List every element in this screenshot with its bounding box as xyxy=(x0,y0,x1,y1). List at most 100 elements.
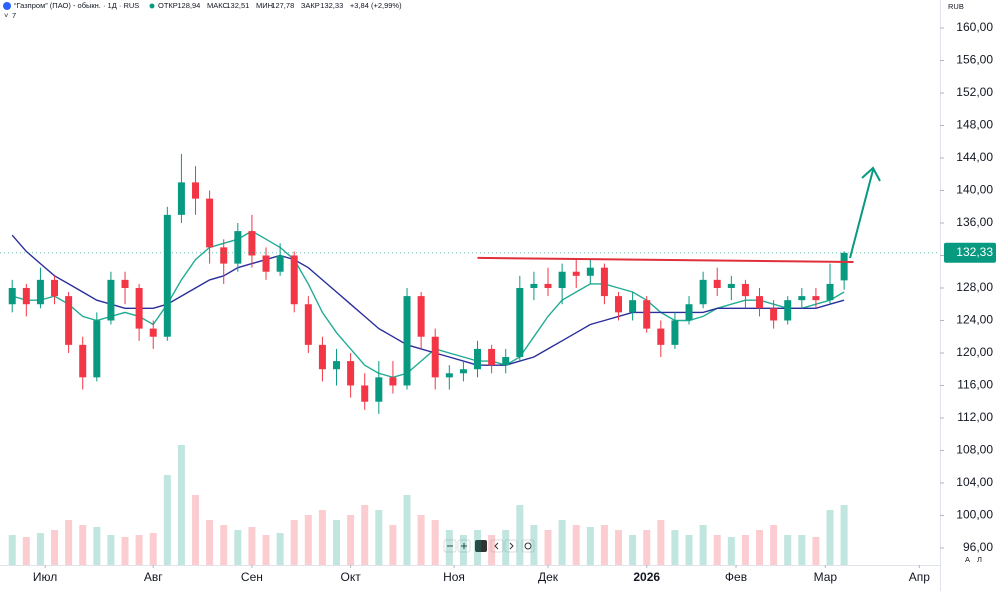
icon xyxy=(494,542,499,550)
candle-body xyxy=(163,214,171,337)
status-dot xyxy=(149,3,155,9)
symbol-title: “Газпром” (ПАО) - обыкн. · 1Д · RUS xyxy=(14,1,139,10)
y-tick-label: 144,00 xyxy=(956,150,993,164)
candle-body xyxy=(220,247,228,264)
volume-bar xyxy=(770,525,778,565)
volume-bar xyxy=(685,535,693,565)
volume-bar xyxy=(65,520,73,565)
scroll-left-button[interactable] xyxy=(490,539,504,553)
volume-bar xyxy=(615,530,623,565)
x-tick-label: Ноя xyxy=(443,570,465,584)
candle-body xyxy=(826,283,834,301)
x-tick-label: Мар xyxy=(814,570,838,584)
x-tick-label: 2026 xyxy=(633,570,660,584)
volume-bar xyxy=(502,530,510,565)
volume-bar xyxy=(93,527,101,565)
ohlc-label: МИН xyxy=(256,1,273,10)
x-tick-label: Авг xyxy=(144,570,163,584)
candle-body xyxy=(22,287,30,305)
candle-body xyxy=(333,361,341,370)
candle-body xyxy=(107,279,115,321)
volume-bar xyxy=(671,530,679,565)
ohlc-value: 127,78 xyxy=(271,1,294,10)
volume-bar xyxy=(135,535,143,565)
candle-body xyxy=(234,231,242,264)
candle-body xyxy=(558,271,566,288)
scale-option: А xyxy=(965,555,970,564)
volume-bar xyxy=(389,525,397,565)
indicator-toggle[interactable]: ˅ xyxy=(4,11,8,20)
scroll-right-button[interactable] xyxy=(504,539,518,553)
candle-body xyxy=(417,296,425,337)
candle-body xyxy=(586,267,594,276)
candle-body xyxy=(262,255,270,272)
volume-bar xyxy=(403,495,411,565)
candle-body xyxy=(629,300,637,313)
volume-bar xyxy=(445,530,453,565)
ohlc-label: ЗАКР xyxy=(301,1,320,10)
candle-body xyxy=(149,328,157,337)
volume-bar xyxy=(149,533,157,565)
y-tick-label: 116,00 xyxy=(957,378,993,392)
volume-bar xyxy=(22,537,30,565)
candle-body xyxy=(798,296,806,301)
candle-body xyxy=(600,267,608,297)
moving-average xyxy=(12,230,845,379)
volume-bar xyxy=(79,525,87,565)
candle-body xyxy=(474,348,482,370)
arrow-annotation xyxy=(849,166,881,259)
moving-average xyxy=(11,234,845,366)
candle-body xyxy=(290,255,298,305)
x-tick-label: Сен xyxy=(241,570,263,584)
candle-body xyxy=(51,279,59,297)
volume-bar xyxy=(177,445,185,565)
refresh-button[interactable] xyxy=(521,539,535,553)
y-tick-label: 104,00 xyxy=(956,475,993,489)
volume-bar xyxy=(572,525,580,565)
candle-body xyxy=(177,182,185,215)
volume-bar xyxy=(459,535,467,565)
volume-bar xyxy=(629,535,637,565)
y-tick-label: 136,00 xyxy=(956,215,993,229)
y-tick-label: 100,00 xyxy=(956,508,993,522)
currency: RUB xyxy=(948,2,964,11)
candle-body xyxy=(502,357,510,366)
y-tick-label: 96,00 xyxy=(963,540,993,554)
volume-bar xyxy=(220,525,228,565)
volume-bar xyxy=(826,510,834,565)
ohlc-value: 132,51 xyxy=(226,1,249,10)
candle-body xyxy=(741,283,749,297)
volume-bar xyxy=(121,537,129,565)
resistance-line xyxy=(477,256,854,263)
volume-bar xyxy=(756,530,764,565)
ohlc-value: 128,94 xyxy=(177,1,200,10)
candle-body xyxy=(206,198,214,248)
candle-body xyxy=(403,296,411,386)
candle-body xyxy=(36,279,44,305)
y-tick-label: 128,00 xyxy=(956,280,993,294)
candle-body xyxy=(361,385,369,402)
candle-body xyxy=(318,344,326,370)
candle-body xyxy=(65,296,73,345)
y-tick-label: 160,00 xyxy=(956,20,993,34)
volume-bar xyxy=(234,530,242,565)
candle-body xyxy=(727,283,735,288)
volume-bar xyxy=(657,520,665,565)
price-change: +3,84 (+2,99%) xyxy=(350,1,402,10)
reset-button[interactable] xyxy=(475,540,487,552)
candle-body xyxy=(431,336,439,378)
candle-body xyxy=(699,279,707,305)
candle-body xyxy=(304,304,312,345)
scale-option: Л xyxy=(977,555,982,564)
volume-bar xyxy=(741,535,749,565)
x-tick-label: Окт xyxy=(341,570,362,584)
y-tick-label: 148,00 xyxy=(956,118,993,132)
volume-bar xyxy=(347,515,355,565)
volume-bar xyxy=(530,525,538,565)
candle-body xyxy=(248,231,256,256)
volume-bar xyxy=(107,535,115,565)
icon xyxy=(524,542,532,550)
toolbar xyxy=(443,539,535,553)
indicator-count[interactable]: 7 xyxy=(12,11,16,20)
